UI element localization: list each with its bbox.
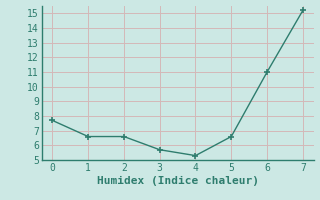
X-axis label: Humidex (Indice chaleur): Humidex (Indice chaleur) (97, 176, 259, 186)
